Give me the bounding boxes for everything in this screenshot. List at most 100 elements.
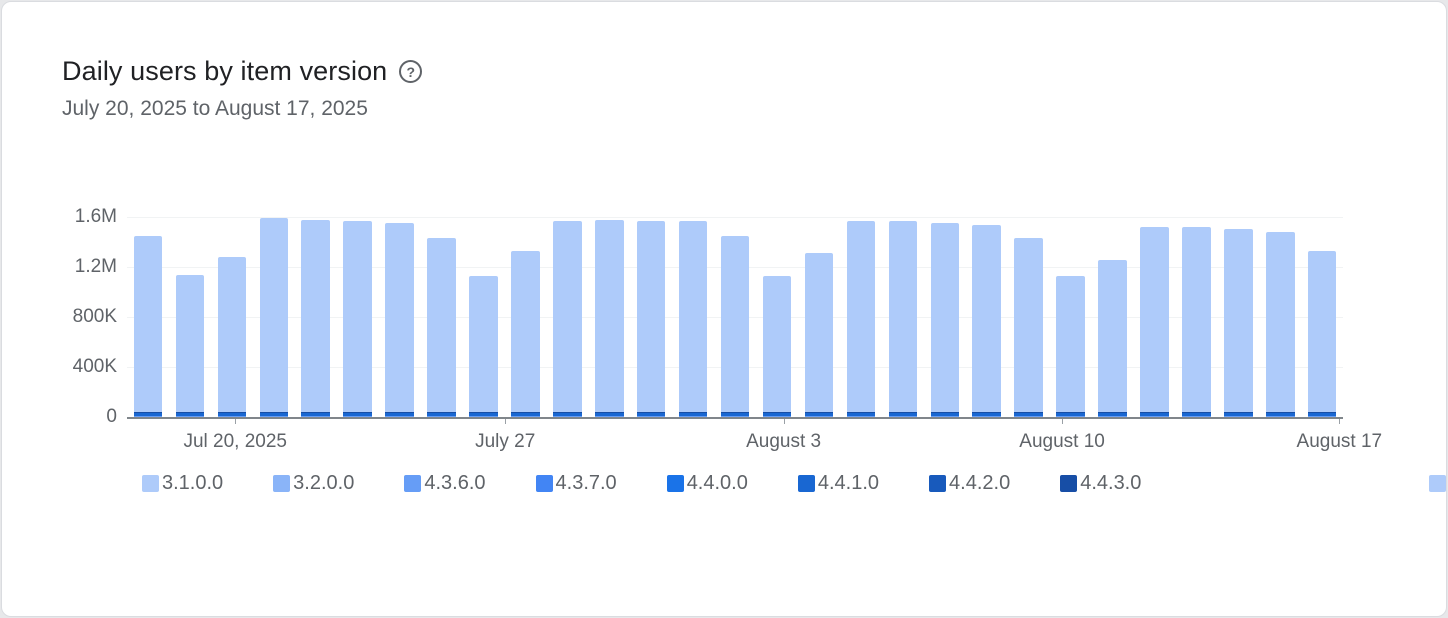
stacked-bar[interactable] [427, 238, 456, 417]
legend-item-cutoff [1429, 474, 1446, 492]
legend-swatch [535, 474, 553, 492]
bar-segment [1182, 412, 1211, 414]
stacked-bar[interactable] [133, 235, 163, 417]
bar-segment [1182, 415, 1211, 417]
bar-slot [1259, 217, 1301, 417]
bar-segment [469, 276, 498, 413]
stacked-bar[interactable] [259, 218, 289, 417]
legend-label: 4.4.2.0 [949, 471, 1011, 494]
bar-segment [636, 220, 666, 413]
bar-segment [1140, 413, 1169, 416]
stacked-bar[interactable] [804, 253, 834, 417]
bar-segment [1056, 413, 1085, 416]
legend-swatch [404, 474, 422, 492]
bar-segment [678, 413, 708, 416]
bar-segment [301, 220, 330, 413]
stacked-bar[interactable] [678, 221, 708, 417]
stacked-bar[interactable] [469, 276, 498, 417]
bar-segment [301, 412, 330, 414]
bar-segment [217, 415, 247, 417]
bar-segment [217, 412, 247, 414]
bar-slot [840, 217, 882, 417]
bar-segment [259, 412, 289, 414]
x-axis-tick-label: August 17 [1296, 431, 1383, 452]
bar-segment [804, 413, 834, 416]
bar-segment [595, 415, 624, 417]
stacked-bar[interactable] [636, 220, 666, 417]
y-axis-labels: 0 400K 800K 1.2M 1.6M [57, 207, 117, 427]
bar-segment [427, 415, 456, 417]
bar-segment [385, 222, 414, 413]
stacked-bar[interactable] [595, 220, 624, 417]
stacked-bar[interactable] [343, 220, 372, 417]
stacked-bar[interactable] [301, 220, 330, 417]
bar-segment [1140, 412, 1169, 414]
stacked-bar[interactable] [1307, 250, 1337, 417]
stacked-bar[interactable] [1056, 276, 1085, 417]
bar-segment [385, 413, 414, 416]
stacked-bar[interactable] [1224, 228, 1253, 417]
stacked-bar[interactable] [217, 257, 247, 417]
bar-segment [595, 412, 624, 414]
bar-segment [1266, 412, 1295, 414]
stacked-bar[interactable] [972, 224, 1001, 417]
y-axis-tick-label: 800K [72, 306, 117, 327]
y-axis-tick-label: 1.2M [74, 256, 117, 277]
bar-slot [756, 217, 798, 417]
legend-swatch [666, 474, 684, 492]
legend-swatch [273, 474, 291, 492]
legend-item-4.4.1.0: 4.4.1.0 [797, 472, 879, 495]
stacked-bar[interactable] [720, 235, 750, 417]
stacked-bar[interactable] [1098, 259, 1127, 417]
bar-segment [1182, 227, 1211, 413]
stacked-bar[interactable] [930, 222, 960, 417]
bar-segment [930, 412, 960, 414]
bar-segment [175, 413, 205, 416]
help-icon[interactable]: ? [399, 60, 423, 83]
stacked-bar[interactable] [1014, 238, 1043, 417]
bar-segment [1140, 415, 1169, 417]
bar-segment [636, 415, 666, 417]
stacked-bar[interactable] [511, 250, 540, 417]
bar-segment [469, 415, 498, 417]
bar-segment [1014, 412, 1043, 414]
bar-segment [511, 412, 540, 414]
bar-segment [636, 413, 666, 416]
bar-segment [762, 412, 792, 414]
bar-slot [882, 217, 924, 417]
legend-swatch [1060, 474, 1078, 492]
stacked-bar[interactable] [888, 220, 918, 417]
bar-slot [798, 217, 840, 417]
stacked-bar[interactable] [762, 275, 792, 417]
bar-segment [1307, 413, 1337, 416]
bar-segment [1307, 415, 1337, 417]
bar-segment [259, 413, 289, 416]
legend-label: 4.3.7.0 [555, 471, 617, 494]
stacked-bar[interactable] [175, 274, 205, 417]
bar-segment [469, 413, 498, 416]
bar-segment [804, 253, 834, 413]
stacked-bar[interactable] [1182, 227, 1211, 417]
stacked-bar[interactable] [846, 220, 876, 417]
bar-segment [930, 222, 960, 413]
stacked-bar[interactable] [553, 220, 582, 417]
y-axis-tick-label: 0 [106, 406, 117, 427]
stacked-bar[interactable] [385, 222, 414, 417]
legend-swatch [1429, 474, 1446, 492]
bar-segment [511, 415, 540, 417]
x-axis-tick [235, 419, 237, 424]
bar-segment [343, 413, 372, 416]
stacked-bar[interactable] [1140, 227, 1169, 417]
bar-slot [630, 217, 672, 417]
bar-segment [553, 413, 582, 416]
bar-segment [846, 220, 876, 413]
bar-segment [301, 415, 330, 417]
legend-label: 4.4.0.0 [686, 471, 748, 494]
bar-segment [553, 412, 582, 414]
stacked-bar[interactable] [1266, 232, 1295, 417]
bar-segment [888, 412, 918, 414]
bar-segment [1266, 415, 1295, 417]
legend-item-4.4.3.0: 4.4.3.0 [1060, 472, 1141, 495]
bar-segment [678, 412, 708, 414]
bar-slot [1217, 217, 1259, 417]
